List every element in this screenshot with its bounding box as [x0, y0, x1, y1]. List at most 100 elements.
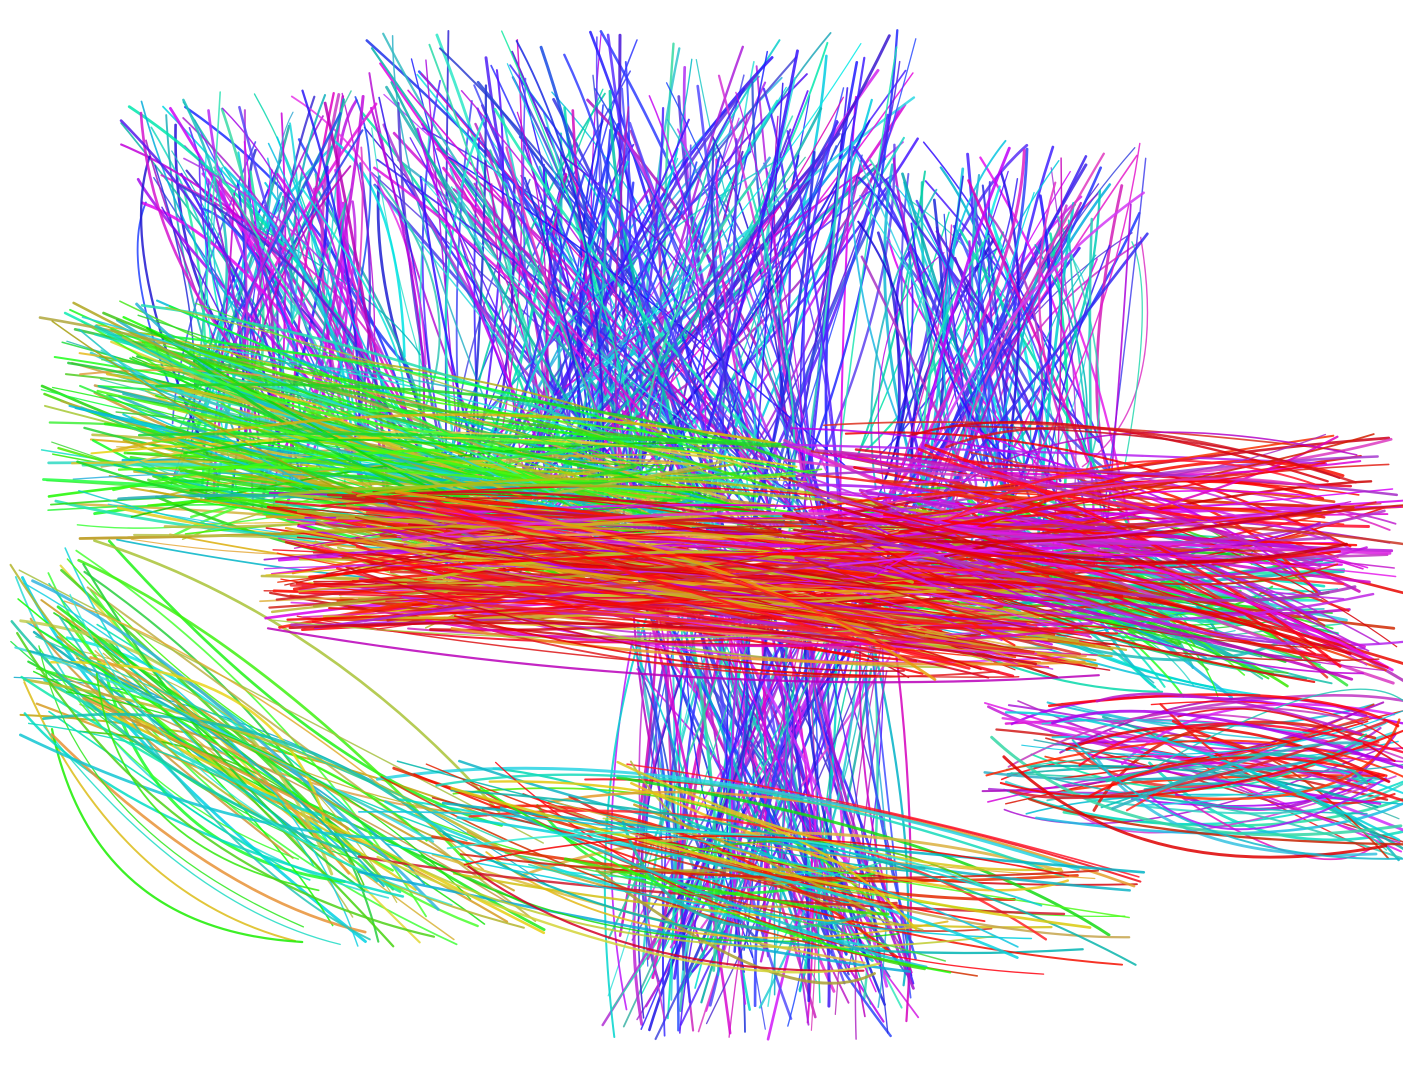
fiber-projection-superior [597, 181, 715, 471]
fiber-commissural-posterior [886, 565, 1375, 621]
fiber-temporal [28, 650, 385, 888]
fiber-projection-superior [416, 73, 765, 512]
fiber-occipital [1141, 713, 1403, 760]
fiber-occipital [1071, 739, 1403, 860]
fiber-projection-superior [407, 89, 761, 476]
fiber-commissural-posterior [782, 514, 1352, 656]
fiber-commissural-posterior [924, 577, 1403, 665]
fiber-occipital [1036, 773, 1368, 815]
fiber-commissural-core [385, 529, 900, 602]
fiber-commissural-core [427, 600, 1035, 654]
fiber-association-anterior [112, 447, 578, 492]
fiber-temporal [35, 667, 428, 842]
fiber-inferior-stray [385, 842, 1033, 940]
fiber-commissural-posterior [918, 435, 1339, 554]
fiber-parietal-vertical [919, 205, 1007, 448]
fiber-commissural-core [450, 627, 1086, 666]
fiber-inferior-stray [376, 855, 881, 974]
fiber-frontal-vertical [378, 96, 431, 373]
fiber-occipital [1028, 798, 1403, 846]
fiber-parietal-vertical [954, 147, 1029, 487]
fiber-association-anterior [195, 302, 641, 467]
fiber-parietal-vertical [857, 220, 909, 480]
fiber-inferior-stray [563, 857, 890, 916]
fiber-inferior-stray [458, 759, 1131, 892]
fiber-parietal-vertical [1007, 189, 1102, 454]
fiber-occipital [1033, 739, 1403, 772]
fiber-commissural-core [266, 627, 1100, 684]
fiber-temporal [22, 678, 513, 856]
fiber-commissural-core [332, 541, 1109, 585]
fiber-projection-superior [666, 118, 797, 478]
fiber-temporal [43, 725, 341, 946]
fiber-projection-superior [509, 64, 803, 487]
fiber-commissural-posterior [883, 513, 1358, 547]
fiber-temporal [47, 572, 458, 946]
fiber-parietal-vertical [1038, 181, 1088, 486]
fiber-commissural-posterior [819, 500, 1349, 564]
fiber-inferior-stray [488, 780, 918, 931]
fiber-inferior-stray [595, 868, 876, 985]
fiber-inferior-stray [520, 831, 1064, 877]
fiber-parietal-vertical [1056, 215, 1101, 489]
fiber-temporal [21, 576, 367, 943]
fiber-occipital [1078, 722, 1403, 767]
fiber-commissural-core [347, 583, 1039, 641]
fiber-projection-superior [710, 142, 740, 452]
fiber-commissural-core [322, 589, 937, 620]
fiber-inferior-stray [481, 804, 899, 959]
fiber-inferior-stray [499, 806, 928, 969]
fiber-commissural-core [345, 566, 905, 672]
fiber-temporal [23, 712, 405, 898]
fiber-projection-superior [560, 86, 787, 485]
fiber-commissural-posterior [934, 477, 1320, 522]
fiber-projection-superior [804, 158, 842, 466]
fiber-commissural-posterior [823, 523, 1403, 551]
fiber-frontal-vertical [136, 177, 315, 386]
fiber-inferior-stray [357, 870, 912, 973]
fiber-commissural-posterior [794, 556, 1354, 681]
fiber-temporal [29, 617, 294, 859]
fiber-parietal-vertical [885, 178, 914, 455]
fiber-association-anterior [144, 342, 572, 446]
fiber-inferior-stray [450, 786, 1092, 929]
fiber-inferior-stray [626, 763, 1140, 878]
fiber-occipital [1146, 777, 1388, 831]
fiber-parietal-vertical [967, 179, 1090, 463]
fiber-bundles [9, 29, 1403, 1041]
fiber-occipital [983, 748, 1364, 782]
fiber-commissural-posterior [949, 433, 1375, 526]
fiber-commissural-core [365, 511, 897, 651]
fiber-projection-inferior [758, 629, 860, 1009]
fiber-temporal [38, 645, 305, 928]
fiber-projection-superior [522, 77, 554, 518]
fiber-commissural-posterior [814, 449, 1322, 568]
fiber-projection-superior [500, 30, 651, 525]
fiber-commissural-posterior [908, 420, 1329, 483]
fiber-temporal [50, 733, 367, 934]
fiber-parietal-vertical [962, 191, 1035, 451]
fiber-occipital [1152, 718, 1401, 801]
fiber-temporal [9, 563, 525, 929]
fiber-commissural-core [376, 605, 971, 630]
fiber-projection-superior [836, 46, 898, 473]
fiber-projection-superior [560, 154, 837, 533]
fiber-inferior-stray [633, 803, 878, 916]
fiber-parietal-vertical [892, 157, 1023, 517]
fiber-occipital [1065, 726, 1391, 784]
fiber-occipital [1003, 780, 1403, 825]
fiber-temporal [58, 615, 371, 941]
fiber-projection-inferior [854, 670, 888, 1040]
fiber-projection-superior [420, 177, 783, 490]
fiber-association-anterior [115, 411, 757, 449]
fiber-commissural-core [278, 483, 1047, 530]
fiber-occipital [1144, 688, 1403, 774]
fiber-commissural-core [263, 564, 1036, 610]
fiber-projection-superior [805, 143, 896, 493]
fiber-frontal-vertical [345, 146, 364, 424]
fiber-commissural-core [300, 544, 1119, 635]
fiber-temporal [63, 600, 485, 871]
fiber-frontal-vertical [183, 157, 387, 361]
fiber-frontal-vertical [348, 162, 372, 461]
